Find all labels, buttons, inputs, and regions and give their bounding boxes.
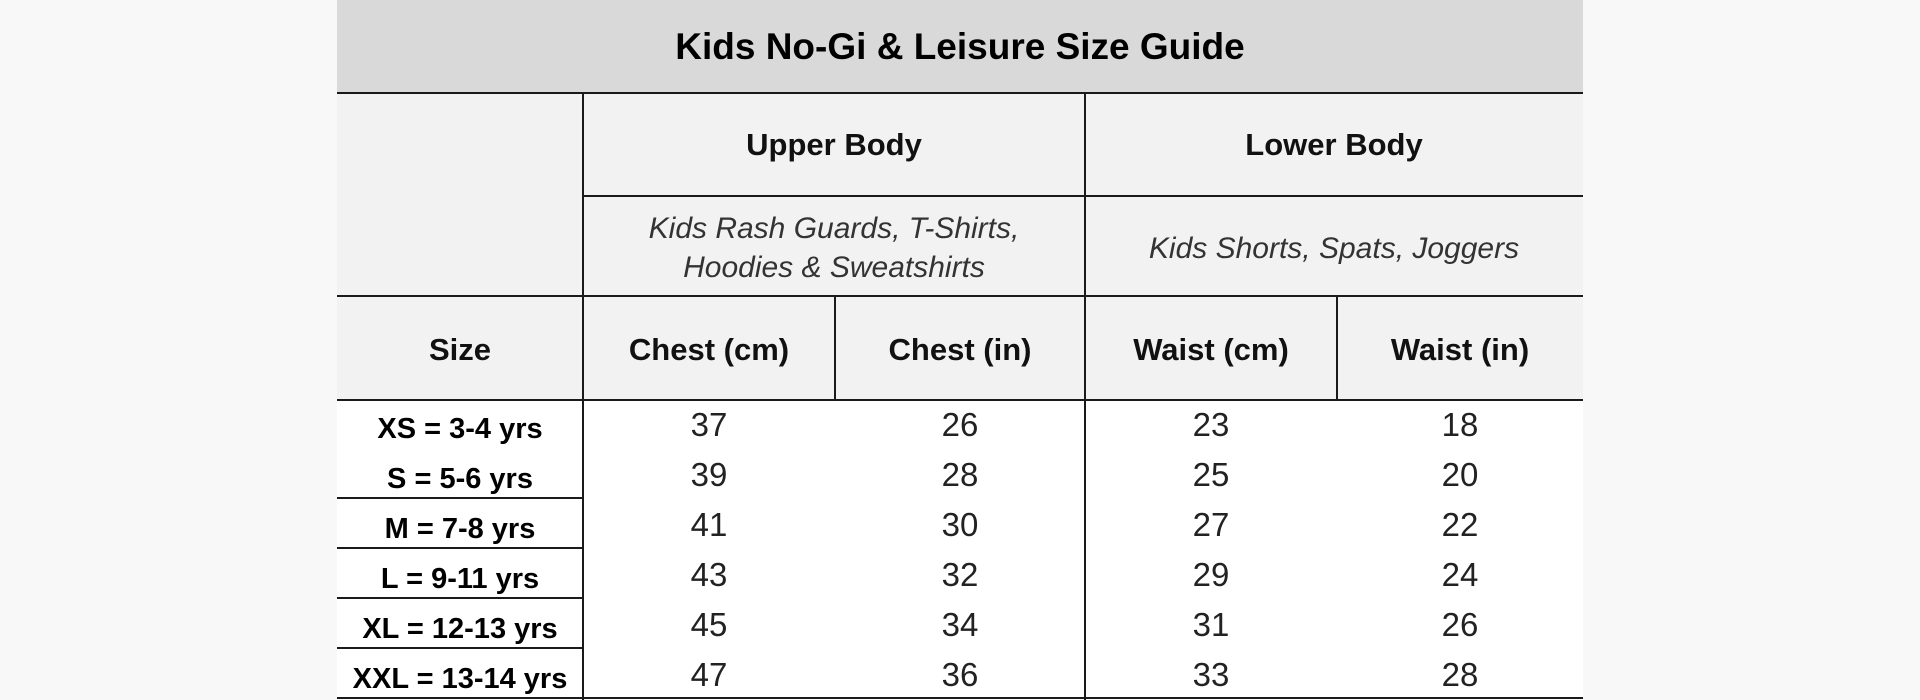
divider <box>337 597 583 599</box>
divider <box>337 295 1583 297</box>
chest-in-value: 30 <box>941 506 979 543</box>
column-header-waist-cm: Waist (cm) <box>1085 300 1337 400</box>
upper-body-subheading: Kids Rash Guards, T-Shirts, Hoodies & Sw… <box>583 196 1085 300</box>
divider <box>337 92 1583 94</box>
size-label: L = 9-11 yrs <box>380 562 540 595</box>
divider <box>1336 296 1338 400</box>
waist-cm-value: 27 <box>1192 506 1230 543</box>
column-header-chest-cm: Chest (cm) <box>583 300 835 400</box>
divider <box>1084 93 1086 700</box>
waist-in-value: 24 <box>1441 556 1479 593</box>
waist-in-value: 22 <box>1441 506 1479 543</box>
blank-header-cell <box>337 93 583 300</box>
divider <box>337 399 1583 401</box>
chest-in-value: 28 <box>941 456 979 493</box>
size-label: XS = 3-4 yrs <box>377 412 543 445</box>
size-guide-table: Kids No-Gi & Leisure Size Guide Upper Bo… <box>337 0 1583 700</box>
divider <box>337 547 583 549</box>
waist-cm-value: 31 <box>1192 606 1230 643</box>
size-label: S = 5-6 yrs <box>387 462 533 495</box>
column-header-chest-in: Chest (in) <box>835 300 1085 400</box>
divider <box>337 697 1583 699</box>
lower-body-heading: Lower Body <box>1085 93 1583 196</box>
size-label: XL = 12-13 yrs <box>362 612 558 645</box>
chest-cm-value: 37 <box>690 406 728 443</box>
waist-cm-value: 25 <box>1192 456 1230 493</box>
chest-cm-value: 47 <box>690 656 728 693</box>
chest-in-value: 36 <box>941 656 979 693</box>
table-title: Kids No-Gi & Leisure Size Guide <box>337 0 1583 93</box>
divider <box>834 296 836 400</box>
chest-in-value: 26 <box>941 406 979 443</box>
divider <box>337 647 583 649</box>
divider <box>337 497 583 499</box>
chest-cm-value: 41 <box>690 506 728 543</box>
size-label: M = 7-8 yrs <box>384 512 536 545</box>
waist-cm-value: 33 <box>1192 656 1230 693</box>
column-header-size: Size <box>337 300 583 400</box>
waist-cm-value: 23 <box>1192 406 1230 443</box>
waist-in-value: 20 <box>1441 456 1479 493</box>
chest-cm-value: 39 <box>690 456 728 493</box>
waist-in-value: 28 <box>1441 656 1479 693</box>
waist-cm-value: 29 <box>1192 556 1230 593</box>
lower-body-subheading: Kids Shorts, Spats, Joggers <box>1085 196 1583 300</box>
upper-body-subheading-line2: Hoodies & Sweatshirts <box>683 251 985 284</box>
divider <box>582 93 584 700</box>
column-header-waist-in: Waist (in) <box>1337 300 1583 400</box>
chest-cm-value: 43 <box>690 556 728 593</box>
chest-in-value: 32 <box>941 556 979 593</box>
upper-body-subheading-line1: Kids Rash Guards, T-Shirts, <box>648 212 1020 245</box>
waist-in-value: 18 <box>1441 406 1479 443</box>
upper-body-heading: Upper Body <box>583 93 1085 196</box>
divider <box>583 195 1583 197</box>
waist-in-value: 26 <box>1441 606 1479 643</box>
chest-cm-value: 45 <box>690 606 728 643</box>
chest-in-value: 34 <box>941 606 979 643</box>
size-label: XXL = 13-14 yrs <box>352 662 568 695</box>
